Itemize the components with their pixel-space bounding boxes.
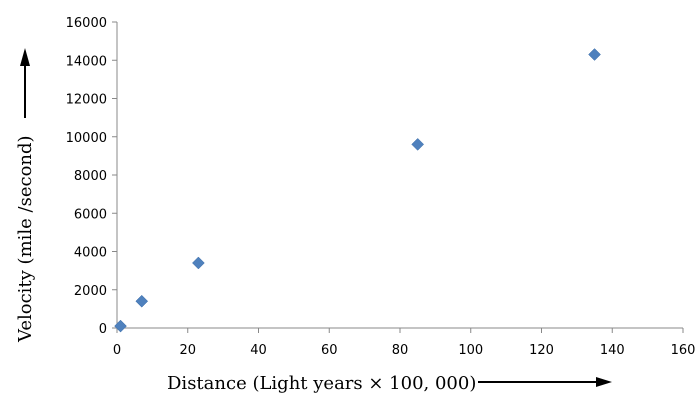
y-axis-ticks: 0 2000 4000 6000 8000 10000 12000 14000 16000 [66,16,117,337]
data-points [114,48,601,333]
y-axis-title: Velocity (mile /second) [15,135,36,343]
x-axis-tick-label: 60 [321,343,338,358]
y-axis-tick-label: 2000 [74,284,107,299]
x-axis-tick-label: 120 [529,343,554,358]
x-axis-tick-label: 100 [458,343,483,358]
y-axis-tick-label: 16000 [66,16,107,31]
data-point-marker [588,48,601,61]
axes [116,22,683,329]
data-point-marker [135,294,149,308]
y-axis-tick-label: 10000 [66,131,107,146]
y-axis-arrow [20,48,30,118]
x-axis-tick-label: 40 [250,343,267,358]
y-axis-tick-label: 14000 [66,54,107,69]
x-axis-tick-label: 160 [671,343,696,358]
data-point-marker [114,319,127,333]
y-axis-tick-label: 4000 [74,246,107,261]
x-axis-tick-label: 80 [392,343,409,358]
y-axis-tick-label: 0 [99,322,107,337]
x-axis-ticks: 0 20 40 60 80 100 120 140 160 [113,328,696,358]
y-axis-tick-label: 8000 [74,169,107,184]
y-axis-arrow-head [20,48,30,66]
x-axis-tick-label: 20 [179,343,196,358]
data-point-marker [411,138,425,151]
x-axis-tick-label: 0 [113,343,121,358]
x-axis-arrow [478,377,612,387]
x-axis-arrow-head [596,377,612,387]
data-point-marker [192,256,205,270]
x-axis-title: Distance (Light years × 100, 000) [167,373,476,394]
x-axis-tick-label: 140 [600,343,625,358]
y-axis-tick-label: 6000 [74,207,107,222]
y-axis-tick-label: 12000 [66,93,107,108]
